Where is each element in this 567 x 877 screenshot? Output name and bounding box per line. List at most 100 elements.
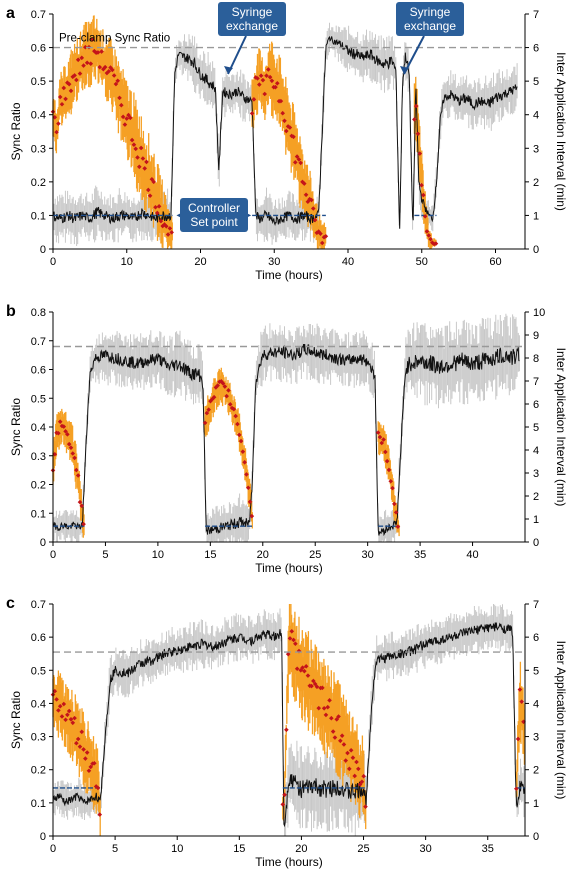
interval-point (383, 449, 388, 455)
y2-tick-label: 3 (533, 732, 539, 744)
interval-point (110, 67, 115, 73)
interval-point (350, 755, 356, 761)
interval-point (339, 733, 345, 738)
interval-point (54, 697, 59, 702)
interval-point (341, 742, 347, 747)
y2-tick-label: 6 (533, 43, 539, 55)
interval-point (269, 78, 275, 84)
y2-axis-title: Inter Application Interval (min) (554, 641, 567, 800)
interval-point (336, 714, 341, 719)
y-tick-label: 0 (40, 537, 46, 549)
interval-point (519, 699, 524, 704)
y2-tick-label: 6 (533, 399, 539, 411)
interval-point (129, 137, 135, 143)
interval-point (361, 773, 367, 779)
interval-point (63, 717, 68, 723)
interval-point (115, 78, 121, 84)
y2-tick-label: 2 (533, 177, 539, 189)
y2-tick-label: 2 (533, 765, 539, 777)
interval-point (343, 758, 349, 763)
interval-point (318, 231, 323, 236)
interval-point (278, 98, 284, 104)
interval-point (316, 229, 321, 234)
x-tick-label: 30 (362, 549, 374, 561)
interval-point (300, 665, 305, 670)
interval-point (120, 114, 126, 120)
interval-point (74, 467, 79, 473)
interval-point (70, 451, 76, 456)
interval-point (149, 176, 155, 182)
callout-line-2: Set point (190, 215, 238, 229)
interval-point (233, 413, 238, 419)
y-tick-label: 0.1 (31, 508, 46, 520)
interval-point (79, 503, 85, 509)
interval-point (156, 204, 162, 209)
interval-point (357, 782, 363, 787)
interval-point (77, 71, 83, 76)
sync-ratio-line (52, 35, 518, 229)
interval-point (316, 705, 322, 711)
callout-box (180, 198, 248, 232)
y2-tick-label: 3 (533, 468, 539, 480)
interval-point (142, 166, 148, 171)
interval-point (244, 472, 249, 477)
interval-point (211, 394, 217, 400)
interval-point (356, 766, 361, 772)
interval-point (515, 736, 521, 742)
y-tick-label: 0 (40, 831, 46, 843)
x-tick-label: 60 (489, 256, 501, 268)
interval-point (247, 499, 253, 505)
interval-point (226, 388, 231, 393)
x-tick-label: 30 (268, 256, 280, 268)
y-tick-label: 0.4 (31, 422, 46, 434)
interval-point (260, 77, 266, 83)
interval-point (325, 704, 331, 710)
interval-point (251, 97, 257, 102)
interval-point (70, 720, 76, 726)
interval-point (345, 750, 350, 756)
interval-point (338, 738, 343, 744)
callout-line-1: Controller (188, 201, 240, 215)
interval-point (258, 73, 264, 79)
interval-point (106, 69, 112, 74)
interval-point (75, 473, 81, 478)
interval-point (240, 449, 246, 454)
interval-point (352, 773, 358, 779)
interval-point (273, 84, 278, 90)
y2-tick-label: 0 (533, 831, 539, 843)
y2-tick-label: 1 (533, 514, 539, 526)
y2-axis-title: Inter Application Interval (min) (554, 348, 567, 507)
interval-point (264, 73, 269, 79)
interval-point (287, 125, 293, 130)
interval-point (285, 124, 291, 129)
interval-point (54, 129, 59, 135)
interval-point (56, 121, 61, 126)
interval-point (255, 76, 260, 81)
interval-point (61, 424, 67, 429)
x-tick-label: 35 (414, 549, 426, 561)
interval-point (284, 727, 289, 733)
interval-point (61, 701, 67, 707)
interval-point (249, 513, 255, 519)
callout-arrowhead (224, 66, 233, 74)
interval-point (424, 229, 430, 234)
interval-point (267, 74, 273, 80)
interval-point (514, 786, 519, 792)
interval-point (282, 118, 287, 124)
interval-point (95, 50, 101, 55)
x-tick-label: 5 (102, 549, 108, 561)
interval-point (321, 234, 327, 240)
interval-point (202, 420, 208, 426)
interval-point (145, 187, 151, 193)
interval-point (375, 430, 381, 435)
interval-point (348, 747, 354, 753)
y2-tick-label: 4 (533, 445, 539, 457)
interval-point (74, 77, 79, 83)
interval-point (426, 233, 432, 238)
interval-point (419, 182, 424, 188)
interval-point (90, 37, 95, 42)
y2-tick-label: 3 (533, 143, 539, 155)
y2-tick-label: 5 (533, 76, 539, 88)
